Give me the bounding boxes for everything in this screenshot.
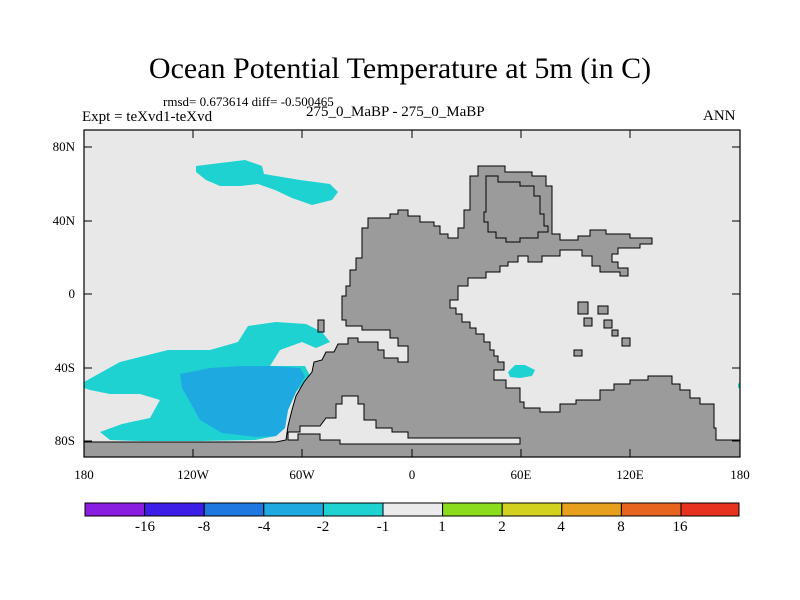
colorbar-label-4: -2: [316, 519, 330, 535]
land-islet-3: [583, 317, 593, 327]
colorbar-box-1: [84, 502, 146, 517]
colorbar-label-8: 4: [557, 519, 565, 535]
colorbar-label-2: -8: [197, 519, 211, 535]
colorbar-box-5: [322, 502, 384, 517]
land-north-cont: [483, 175, 549, 243]
anomaly-north-atlantic: [196, 160, 338, 205]
land-islet-4: [597, 305, 609, 315]
colorbar-box-3: [203, 502, 265, 517]
land-islet-1: [317, 319, 325, 333]
colorbar-label-5: -1: [376, 519, 390, 535]
lon-label-120e: 120E: [616, 467, 644, 482]
colorbar-box-9: [561, 502, 622, 517]
colorbar-box-2: [144, 502, 205, 517]
lat-label-40s: 40S: [54, 360, 75, 375]
colorbar-label-7: 2: [498, 519, 506, 535]
colorbar-box-8: [501, 502, 563, 517]
colorbar-label-3: -4: [257, 519, 271, 535]
ocean-inner-south: [287, 395, 521, 445]
axis-ticks: [84, 130, 740, 457]
lat-label-40n: 40N: [52, 213, 75, 228]
experiment-label: Expt = teXvd1-teXvd: [82, 109, 213, 125]
lon-label-60w: 60W: [289, 467, 315, 482]
colorbar-box-7: [442, 502, 503, 517]
anomaly-indian-ocean: [508, 365, 535, 378]
colorbar-box-10: [620, 502, 682, 517]
lon-label-180w: 180: [74, 467, 94, 482]
anomaly-southern-core: [180, 366, 305, 437]
land-islet-2: [577, 301, 589, 315]
land-islet-7: [573, 349, 583, 357]
colorbar-box-4: [263, 502, 324, 517]
season-label: ANN: [703, 108, 736, 124]
land-islet-6: [621, 337, 631, 347]
colorbar-label-9: 8: [617, 519, 625, 535]
lon-label-120w: 120W: [177, 467, 209, 482]
land-islet-5: [603, 319, 613, 329]
lon-label-180e: 180: [730, 467, 750, 482]
cases-label: 275_0_MaBP - 275_0_MaBP: [306, 104, 485, 120]
colorbar-label-10: 16: [672, 519, 688, 535]
colorbar-box-6: [382, 502, 444, 517]
lon-label-60e: 60E: [510, 467, 532, 482]
land-masses: [83, 165, 741, 458]
plot-title: Ocean Potential Temperature at 5m (in C): [148, 52, 652, 85]
lon-label-0: 0: [408, 467, 416, 482]
colorbar-label-6: 1: [438, 519, 446, 535]
lat-label-80s: 80S: [54, 433, 75, 448]
land-pangea: [83, 165, 741, 458]
lat-label-0: 0: [68, 286, 76, 301]
colorbar: [84, 502, 740, 517]
stats-label: rmsd= 0.673614 diff= -0.500465: [163, 94, 334, 109]
land-islet-8: [611, 329, 619, 337]
colorbar-box-11: [680, 502, 740, 517]
lat-label-80n: 80N: [52, 139, 75, 154]
colorbar-label-1: -16: [135, 519, 155, 535]
